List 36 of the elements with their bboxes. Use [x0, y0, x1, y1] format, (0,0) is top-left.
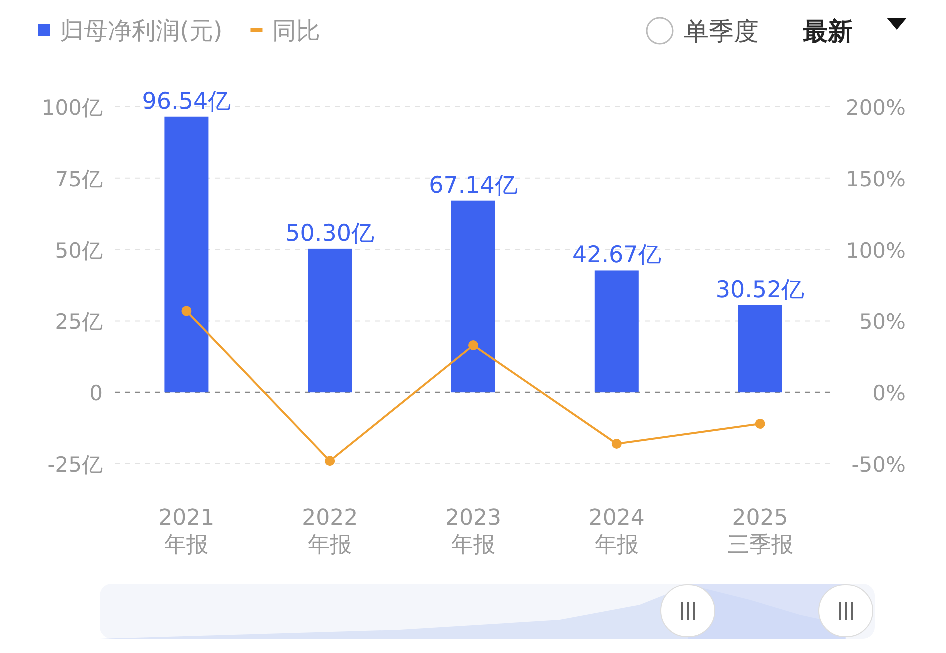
x-tick-label: 2025 三季报: [727, 506, 794, 558]
point: [182, 306, 192, 316]
x-tick-label: 2023 年报: [446, 506, 502, 558]
y2-tick-label: 150%: [846, 167, 906, 192]
text: 最新: [802, 17, 853, 46]
y2-tick-label: 50%: [859, 310, 906, 334]
point: [325, 456, 336, 466]
legend-label: 同比: [272, 17, 321, 45]
data-label: 96.54亿: [142, 88, 232, 115]
text: 单季度: [684, 17, 759, 46]
bar: [452, 200, 496, 393]
y2-tick-label: 200%: [846, 96, 906, 120]
legend-label: 归母净利润(元): [60, 17, 223, 45]
y-tick-label: 25亿: [55, 310, 103, 334]
bar: [164, 116, 209, 393]
bar: [308, 248, 352, 393]
x-tick-label: 2022 年报: [302, 506, 358, 558]
point: [468, 340, 478, 350]
point: [755, 419, 766, 430]
x-tick-label: 2021 年报: [158, 506, 215, 558]
data-label: 30.52亿: [716, 277, 805, 304]
data-label: 67.14亿: [429, 172, 518, 199]
y2-tick-label: -50%: [852, 453, 906, 477]
bar: [738, 305, 782, 393]
bar: [594, 270, 639, 393]
x-tick-label: 2024 年报: [588, 506, 645, 558]
y2-tick-label: 0%: [872, 382, 906, 406]
y-tick-label: 0: [90, 382, 103, 406]
y2-tick-label: 100%: [846, 238, 906, 263]
y-tick-label: 100亿: [42, 96, 103, 120]
y-tick-label: 50亿: [55, 238, 103, 263]
y-tick-label: 75亿: [55, 167, 103, 192]
y-tick-label: -25亿: [48, 453, 103, 477]
data-label: 50.30亿: [286, 220, 375, 247]
point: [612, 439, 622, 450]
data-label: 42.67亿: [572, 242, 662, 269]
